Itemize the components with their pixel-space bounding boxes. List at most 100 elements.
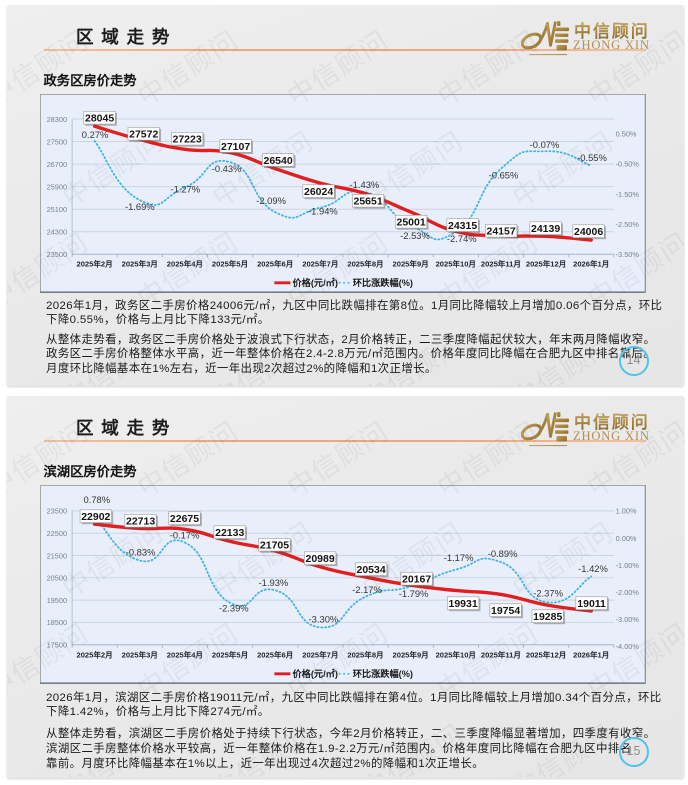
svg-text:-1.94%: -1.94% (308, 205, 338, 216)
svg-text:27500: 27500 (46, 137, 67, 146)
svg-text:21500: 21500 (46, 551, 67, 560)
svg-text:19285: 19285 (533, 612, 562, 623)
svg-text:价格(元/㎡): 价格(元/㎡) (292, 668, 337, 679)
svg-text:-2.53%: -2.53% (400, 230, 430, 241)
svg-text:17500: 17500 (46, 640, 67, 649)
svg-text:-0.65%: -0.65% (489, 169, 519, 180)
svg-text:2025年12月: 2025年12月 (526, 258, 566, 268)
svg-text:28045: 28045 (85, 113, 114, 124)
svg-text:-1.79%: -1.79% (399, 587, 429, 598)
svg-text:0.50%: 0.50% (615, 129, 636, 138)
svg-text:20989: 20989 (305, 554, 334, 565)
svg-text:1.00%: 1.00% (615, 506, 636, 515)
svg-text:-2.17%: -2.17% (352, 583, 382, 594)
svg-text:26024: 26024 (304, 187, 333, 198)
svg-text:2025年11月: 2025年11月 (481, 258, 521, 268)
svg-text:-1.27%: -1.27% (170, 183, 200, 194)
svg-text:-2.74%: -2.74% (447, 233, 477, 244)
svg-text:2025年2月: 2025年2月 (76, 258, 112, 268)
svg-text:27107: 27107 (221, 141, 250, 152)
svg-text:2025年6月: 2025年6月 (257, 649, 293, 659)
svg-text:19500: 19500 (46, 596, 67, 605)
svg-text:-1.17%: -1.17% (444, 552, 474, 563)
svg-text:0.27%: 0.27% (82, 129, 109, 140)
svg-text:24139: 24139 (531, 224, 560, 235)
svg-text:-1.00%: -1.00% (615, 561, 639, 570)
svg-text:24157: 24157 (486, 226, 515, 237)
svg-text:-2.39%: -2.39% (219, 602, 249, 613)
svg-text:22902: 22902 (81, 512, 110, 523)
svg-text:2025年9月: 2025年9月 (392, 649, 428, 659)
svg-text:22500: 22500 (46, 529, 67, 538)
svg-text:-3.50%: -3.50% (615, 250, 639, 259)
svg-text:2025年5月: 2025年5月 (212, 258, 248, 268)
svg-text:20500: 20500 (46, 573, 67, 582)
svg-text:19931: 19931 (448, 599, 477, 610)
svg-text:2025年10月: 2025年10月 (435, 258, 475, 268)
svg-text:2025年4月: 2025年4月 (167, 649, 203, 659)
svg-text:-1.42%: -1.42% (578, 563, 608, 574)
svg-text:-1.50%: -1.50% (615, 189, 639, 198)
svg-text:2025年7月: 2025年7月 (302, 258, 338, 268)
svg-text:22713: 22713 (126, 516, 155, 527)
svg-text:23500: 23500 (46, 250, 67, 259)
svg-text:25651: 25651 (353, 196, 382, 207)
svg-text:2025年9月: 2025年9月 (392, 258, 428, 268)
svg-text:-1.93%: -1.93% (258, 577, 288, 588)
svg-text:19011: 19011 (577, 599, 606, 610)
svg-text:25900: 25900 (46, 182, 67, 191)
svg-text:-0.50%: -0.50% (615, 159, 639, 168)
svg-text:2025年10月: 2025年10月 (435, 649, 475, 659)
svg-text:0.78%: 0.78% (83, 494, 110, 505)
svg-text:2025年6月: 2025年6月 (257, 258, 293, 268)
svg-text:28300: 28300 (46, 114, 67, 123)
svg-text:-0.55%: -0.55% (577, 152, 607, 163)
svg-text:-4.00%: -4.00% (615, 642, 639, 651)
svg-text:21705: 21705 (260, 540, 289, 551)
svg-text:27223: 27223 (172, 134, 201, 145)
svg-text:24300: 24300 (46, 227, 67, 236)
svg-text:2025年3月: 2025年3月 (122, 258, 158, 268)
svg-text:-0.89%: -0.89% (488, 548, 518, 559)
svg-text:-1.43%: -1.43% (349, 179, 379, 190)
svg-text:24315: 24315 (448, 221, 477, 232)
svg-text:25001: 25001 (396, 217, 425, 228)
svg-text:-2.50%: -2.50% (615, 220, 639, 229)
svg-text:2025年8月: 2025年8月 (347, 649, 383, 659)
svg-text:-0.17%: -0.17% (170, 529, 200, 540)
svg-text:2026年1月: 2026年1月 (573, 258, 609, 268)
svg-text:-2.37%: -2.37% (533, 587, 563, 598)
svg-text:-0.83%: -0.83% (126, 546, 156, 557)
svg-text:-3.30%: -3.30% (308, 613, 338, 624)
svg-text:25100: 25100 (46, 205, 67, 214)
svg-text:20167: 20167 (402, 574, 431, 585)
svg-text:-0.43%: -0.43% (212, 162, 242, 173)
svg-text:-2.00%: -2.00% (615, 588, 639, 597)
svg-text:-2.09%: -2.09% (256, 195, 286, 206)
svg-text:22675: 22675 (170, 514, 199, 525)
svg-text:20534: 20534 (356, 565, 385, 576)
svg-text:2025年5月: 2025年5月 (212, 649, 248, 659)
svg-text:2025年3月: 2025年3月 (122, 649, 158, 659)
svg-text:27572: 27572 (129, 129, 158, 140)
svg-text:-3.00%: -3.00% (615, 615, 639, 624)
svg-text:环比涨跌幅(%): 环比涨跌幅(%) (353, 668, 413, 679)
svg-text:环比涨跌幅(%): 环比涨跌幅(%) (353, 277, 413, 288)
svg-text:0.00%: 0.00% (615, 533, 636, 542)
svg-text:-1.69%: -1.69% (125, 200, 155, 211)
svg-text:26540: 26540 (263, 155, 292, 166)
svg-text:价格(元/㎡): 价格(元/㎡) (292, 277, 337, 288)
svg-text:-0.07%: -0.07% (530, 139, 560, 150)
svg-text:2025年8月: 2025年8月 (347, 258, 383, 268)
svg-text:2026年1月: 2026年1月 (573, 649, 609, 659)
svg-text:2025年11月: 2025年11月 (481, 649, 521, 659)
svg-text:18500: 18500 (46, 618, 67, 627)
svg-text:2025年4月: 2025年4月 (167, 258, 203, 268)
svg-text:2025年12月: 2025年12月 (526, 649, 566, 659)
svg-text:2025年2月: 2025年2月 (76, 649, 112, 659)
svg-text:2025年7月: 2025年7月 (302, 649, 338, 659)
svg-text:22133: 22133 (215, 528, 244, 539)
svg-text:24006: 24006 (574, 227, 603, 238)
svg-text:26700: 26700 (46, 160, 67, 169)
svg-text:23500: 23500 (46, 506, 67, 515)
